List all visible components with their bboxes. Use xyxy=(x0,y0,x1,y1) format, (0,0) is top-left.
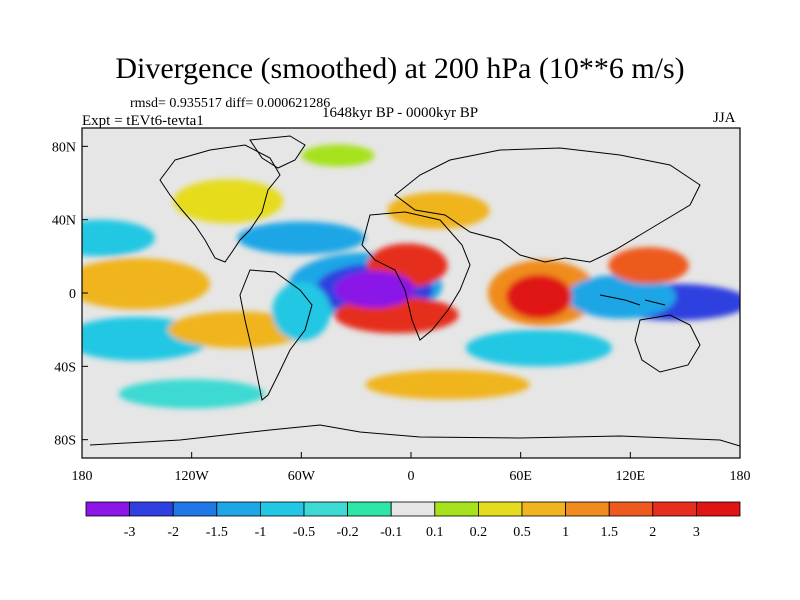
colorbar-swatch xyxy=(477,501,523,517)
axis-ticks: 180 120W 60W 0 60E 120E 180 80N 40N 0 40S 80S xyxy=(52,140,751,484)
colorbar-swatch xyxy=(259,501,305,517)
field-pos-europe xyxy=(387,192,490,229)
x-tick-label: 120E xyxy=(616,469,646,484)
colorbar-swatch xyxy=(347,501,392,517)
coast-south-america xyxy=(239,269,313,401)
colorbar-swatch xyxy=(565,501,610,517)
stats-text: rmsd= 0.935517 diff= 0.000621286 xyxy=(130,96,331,111)
x-tick-label: 60E xyxy=(509,469,532,484)
colorbar-label: -0.5 xyxy=(293,525,315,540)
field-neg-atlantic-min xyxy=(334,271,415,308)
period-label: 1648kyr BP - 0000kyr BP xyxy=(322,105,479,121)
colorbar-label: 2 xyxy=(649,525,656,540)
colorbar-swatch xyxy=(696,501,741,517)
field-neg-s-indian xyxy=(465,329,613,367)
field-neg-n-pacific xyxy=(82,219,156,257)
colorbar-label: -3 xyxy=(124,525,136,540)
y-tick-label: 40S xyxy=(54,360,76,375)
coast-africa xyxy=(361,211,471,341)
field-neg-indonesia xyxy=(566,274,677,319)
x-tick-label: 60W xyxy=(288,469,316,484)
y-tick-label: 0 xyxy=(69,287,76,302)
coastlines xyxy=(89,135,740,447)
field-pos-se-asia xyxy=(608,247,689,284)
colorbar: -3 -2 -1.5 -1 -0.5 -0.2 -0.1 0.1 0.2 0.5 1 1.5 2 3 xyxy=(85,501,741,540)
season-label: JJA xyxy=(713,110,736,126)
colorbar-swatch xyxy=(129,501,174,517)
colorbar-swatch xyxy=(608,501,654,517)
field-pos-arctic xyxy=(301,144,375,167)
field-neg-s-america xyxy=(272,282,331,341)
x-tick-label: 120W xyxy=(175,469,210,484)
field-neg-s-ocean xyxy=(118,379,265,409)
field-pos-s-ocean xyxy=(365,370,530,400)
y-tick-label: 40N xyxy=(52,214,76,229)
field-pos-n-america xyxy=(173,179,284,224)
colorbar-label: 0.1 xyxy=(426,525,444,540)
x-tick-label: 180 xyxy=(72,469,93,484)
x-tick-label: 180 xyxy=(730,469,751,484)
colorbar-swatch xyxy=(390,501,436,517)
divergence-field xyxy=(82,144,740,409)
colorbar-label: 3 xyxy=(693,525,700,540)
coast-north-america xyxy=(159,144,281,263)
colorbar-label: -1 xyxy=(255,525,267,540)
colorbar-swatch xyxy=(172,501,218,517)
colorbar-label: 0.5 xyxy=(513,525,531,540)
coast-greenland xyxy=(249,135,306,169)
coast-indonesia xyxy=(599,294,666,306)
field-pos-e-pacific xyxy=(82,258,210,310)
colorbar-label: 1.5 xyxy=(600,525,618,540)
y-tick-label: 80N xyxy=(52,140,76,155)
colorbar-label: 0.2 xyxy=(470,525,488,540)
field-neg-n-atlantic xyxy=(237,221,366,255)
figure-title: Divergence (smoothed) at 200 hPa (10**6 … xyxy=(115,52,685,85)
colorbar-label: -1.5 xyxy=(206,525,228,540)
colorbar-label: -2 xyxy=(167,525,179,540)
colorbar-swatch xyxy=(216,501,261,517)
colorbar-label: -0.2 xyxy=(337,525,359,540)
y-tick-label: 80S xyxy=(54,434,76,449)
colorbar-label: 1 xyxy=(562,525,569,540)
coast-eurasia xyxy=(394,147,701,263)
experiment-label: Expt = tEVt6-tevta1 xyxy=(82,113,204,129)
coast-antarctica xyxy=(89,424,740,447)
field-pos-indian-ocean xyxy=(506,274,572,319)
colorbar-swatch xyxy=(85,501,130,517)
field-pos-s-pacific xyxy=(167,311,307,348)
colorbar-swatch xyxy=(434,501,479,517)
colorbar-swatch xyxy=(303,501,348,517)
colorbar-label: -0.1 xyxy=(380,525,402,540)
coast-australia xyxy=(634,314,701,373)
colorbar-swatch xyxy=(521,501,566,517)
colorbar-swatch xyxy=(652,501,697,517)
x-tick-label: 0 xyxy=(408,469,415,484)
